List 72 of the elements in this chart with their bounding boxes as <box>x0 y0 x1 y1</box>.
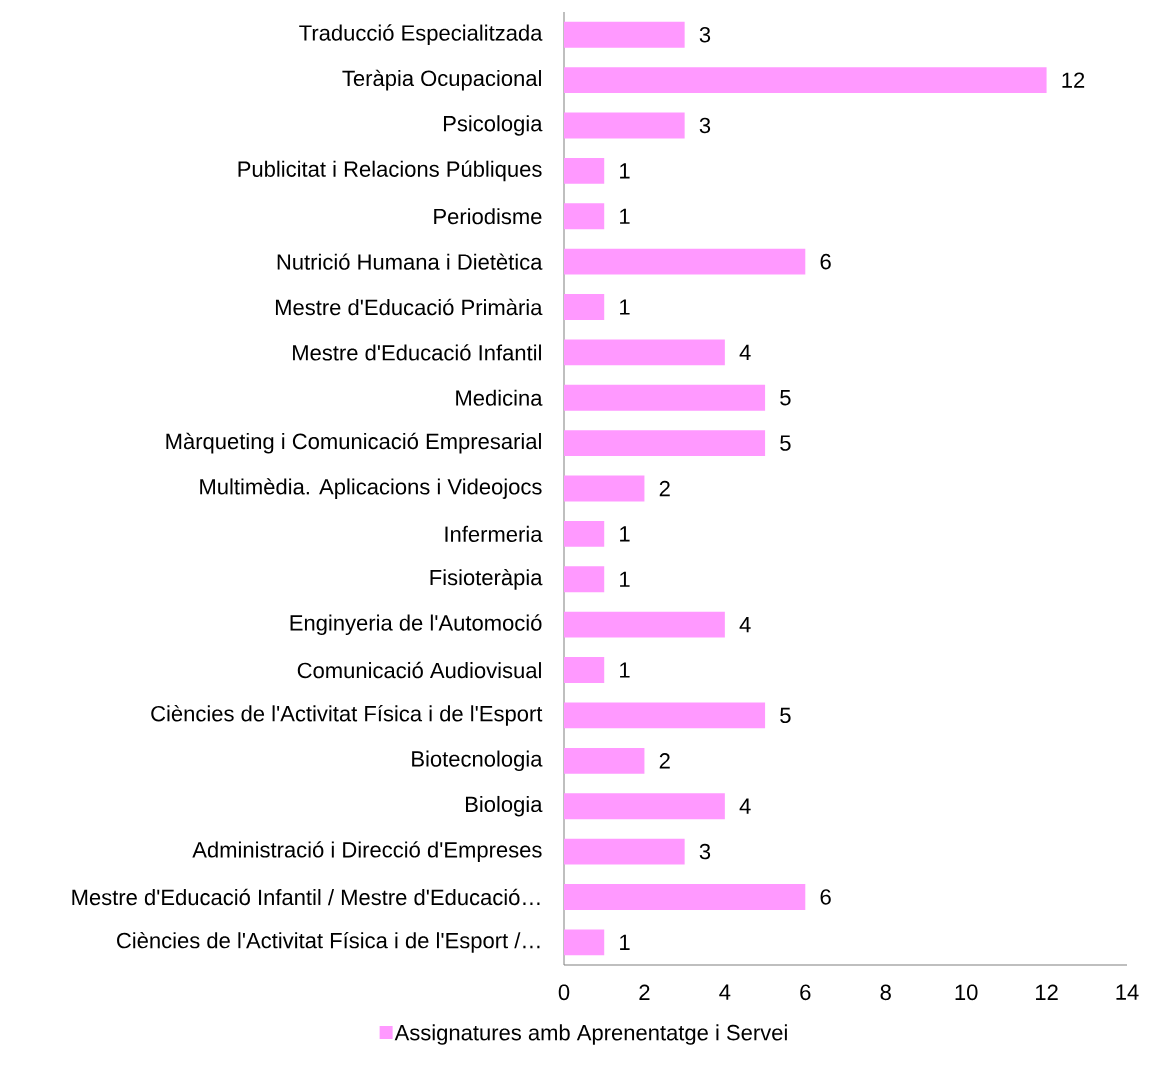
bar <box>564 929 605 956</box>
bar <box>564 838 685 865</box>
bar <box>564 157 605 184</box>
y-tick-label: Psicologia <box>443 115 543 136</box>
y-tick-label: Comunicació Audiovisual <box>297 661 541 679</box>
data-label: 1 <box>620 662 630 678</box>
bar <box>564 112 685 139</box>
y-tick-label: Traducció Especialitzada <box>299 24 543 46</box>
data-label: 3 <box>699 117 711 134</box>
y-tick-label: Biologia <box>465 795 543 817</box>
y-tick-label: Enginyeria de l'Automoció <box>290 614 542 636</box>
bar <box>564 248 806 275</box>
bar <box>564 67 1047 94</box>
bar <box>564 294 605 320</box>
y-tick-label: Biotecnologia <box>412 750 543 772</box>
data-label: 2 <box>659 480 670 497</box>
data-label: 5 <box>780 707 791 724</box>
y-tick-label: Mestre d'Educació Primària <box>275 298 543 316</box>
x-tick-label: 10 <box>955 984 978 1001</box>
data-label: 5 <box>780 390 791 406</box>
y-tick-label: Administració i Direcció d'Empreses <box>192 841 542 862</box>
x-tick-label: 0 <box>558 984 570 1001</box>
bar <box>564 611 725 638</box>
x-tick-label: 12 <box>1036 984 1058 1000</box>
bar <box>564 384 766 411</box>
data-label: 1 <box>620 571 630 587</box>
bar <box>564 747 645 774</box>
bar <box>564 520 605 547</box>
x-tick-label: 8 <box>880 984 891 1001</box>
x-tick-label: 6 <box>800 984 811 1001</box>
data-label: 1 <box>620 208 630 224</box>
data-label: 1 <box>620 934 630 950</box>
data-label: 1 <box>620 299 630 315</box>
y-tick-label: Mestre d'Educació Infantil <box>293 344 541 361</box>
y-tick-label: Ciències de l'Activitat Física i de l'Esport <box>151 705 543 726</box>
data-label: 2 <box>659 753 670 769</box>
bar <box>564 21 685 48</box>
data-label: 4 <box>739 344 751 360</box>
bar <box>564 203 605 230</box>
bar <box>564 657 605 683</box>
y-tick-label: Teràpia Ocupacional <box>342 69 541 91</box>
data-label: 6 <box>820 253 831 270</box>
y-tick-label: Nutrició Humana i Dietètica <box>277 253 543 270</box>
bar <box>564 339 725 366</box>
bar <box>564 793 725 820</box>
y-tick-label: Mestre d'Educació Infantil / Mestre d'Educació… <box>72 888 540 906</box>
data-label: 6 <box>820 889 831 905</box>
data-label: 3 <box>699 843 711 860</box>
x-tick-label: 2 <box>639 984 650 1000</box>
bar <box>564 702 766 729</box>
y-tick-label: Medicina <box>456 389 543 406</box>
y-tick-label: Ciències de l'Activitat Física i de l'Esport /… <box>117 931 540 953</box>
data-label: 4 <box>739 798 751 814</box>
x-tick-label: 4 <box>719 984 731 1000</box>
bar <box>564 566 605 593</box>
data-label: 1 <box>620 163 630 179</box>
data-label: 12 <box>1062 72 1085 88</box>
y-tick-label: Periodisme <box>434 208 542 225</box>
data-label: 3 <box>699 26 711 43</box>
x-tick-label: 14 <box>1116 984 1139 1000</box>
y-tick-label: Publicitat i Relacions Públiques <box>238 160 542 182</box>
bar <box>564 430 766 457</box>
data-label: 4 <box>739 617 751 633</box>
bar <box>564 475 645 502</box>
bar <box>564 884 806 910</box>
y-tick-label: Multimèdia. Aplicacions i Videojocs <box>200 478 542 499</box>
y-tick-label: Màrqueting i Comunicació Empresarial <box>166 432 541 454</box>
y-tick-label: Fisioteràpia <box>430 568 543 590</box>
data-label: 1 <box>620 526 630 542</box>
y-tick-label: Infermeria <box>445 525 543 542</box>
legend-label: Assignatures amb Aprenentatge i Servei <box>394 1024 787 1045</box>
data-label: 5 <box>780 435 791 451</box>
